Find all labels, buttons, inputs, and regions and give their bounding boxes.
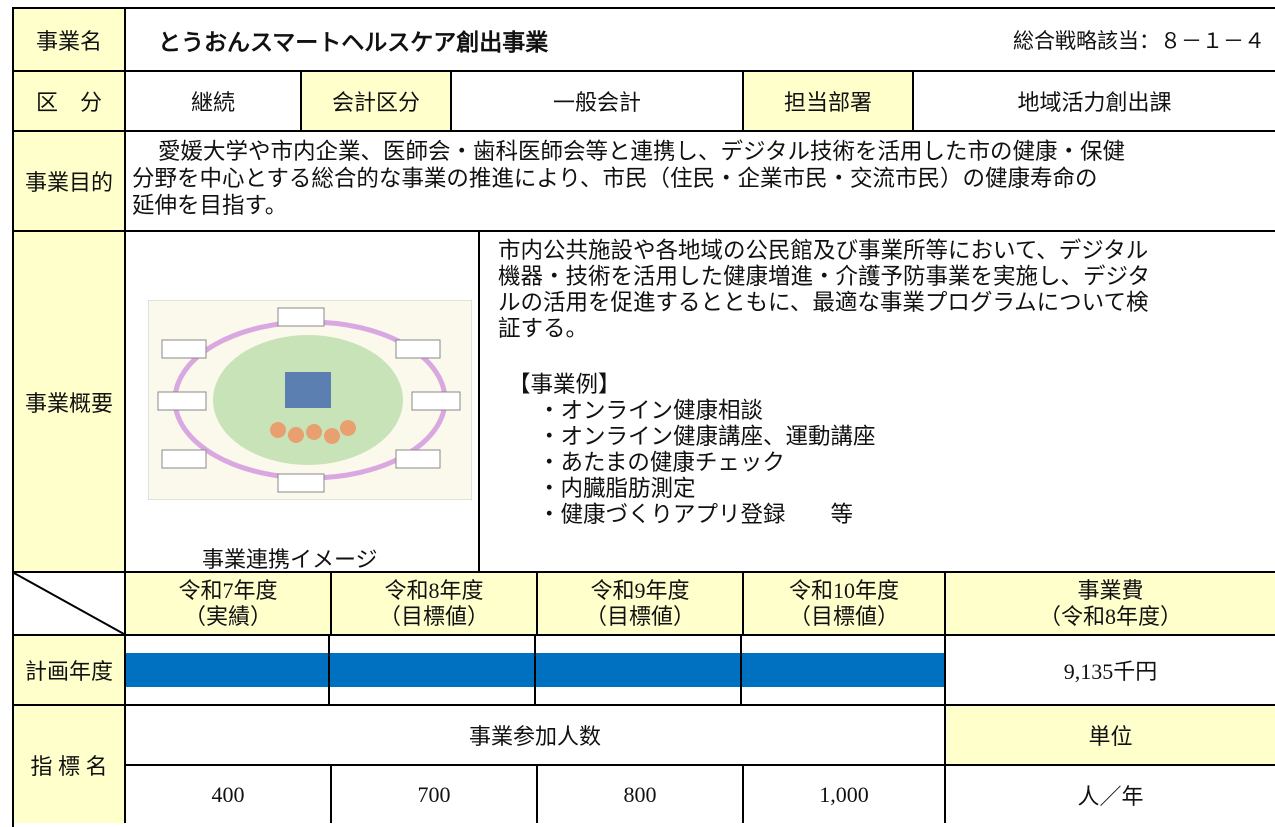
label: 計画年度 bbox=[24, 659, 113, 684]
label-cell: 事業目的 bbox=[14, 132, 126, 232]
divider bbox=[944, 636, 946, 704]
value-cell: 700 bbox=[332, 766, 538, 823]
year: 令和9年度 bbox=[590, 577, 690, 603]
plan-row bbox=[126, 636, 946, 706]
value-cell: 1,000 bbox=[744, 766, 946, 823]
example: ・オンライン健康相談 bbox=[538, 398, 764, 423]
year-header-cell: 令和9年度 （目標値） bbox=[538, 573, 744, 636]
text-line: 機器・技術を活用した健康増進・介護予防事業を実施し、デジタ bbox=[498, 264, 1151, 289]
divider bbox=[328, 636, 330, 704]
value: 700 bbox=[417, 781, 451, 807]
label: 事業概要 bbox=[24, 390, 113, 416]
label: 事業名 bbox=[35, 28, 102, 54]
example: ・オンライン健康講座、運動講座 bbox=[538, 424, 876, 449]
example: ・健康づくりアプリ登録 等 bbox=[538, 502, 854, 527]
people bbox=[270, 420, 356, 444]
collaboration-image bbox=[148, 300, 472, 500]
text-line: 延伸を目指す。 bbox=[132, 193, 288, 218]
value: 地域活力創出課 bbox=[1017, 90, 1172, 115]
unit: 人／年 bbox=[1077, 783, 1144, 809]
sheet bbox=[12, 7, 1275, 827]
label-cell: 担当部署 bbox=[744, 72, 914, 132]
year-kind: （実績） bbox=[183, 603, 272, 629]
diagonal bbox=[14, 573, 124, 634]
year-header-cell: 令和10年度 （目標値） bbox=[744, 573, 946, 636]
year: 令和7年度 bbox=[178, 577, 278, 603]
building bbox=[285, 372, 331, 408]
cell: 一般会計 bbox=[452, 72, 744, 132]
example: ・あたまの健康チェック bbox=[538, 450, 785, 475]
label-cell: 区 分 bbox=[14, 72, 126, 132]
label: 担当部署 bbox=[783, 90, 872, 115]
cost-header-cell: 事業費 （令和8年度） bbox=[946, 573, 1275, 636]
label-cell: 事業概要 bbox=[14, 232, 126, 573]
cost-year: （令和8年度） bbox=[1038, 603, 1182, 629]
year: 令和8年度 bbox=[384, 577, 484, 603]
cell: 継続 bbox=[126, 72, 302, 132]
label-cell: 事業名 bbox=[14, 9, 126, 72]
cost: 9,135千円 bbox=[1063, 659, 1158, 684]
plan-bar bbox=[126, 653, 946, 687]
title: とうおんスマートヘルスケア創出事業 bbox=[158, 29, 549, 55]
indicator-name-cell: 事業参加人数 bbox=[126, 706, 946, 766]
label: 会計区分 bbox=[331, 90, 420, 115]
value: 400 bbox=[211, 781, 245, 807]
year-header-cell: 令和8年度 （目標値） bbox=[332, 573, 538, 636]
unit-label: 単位 bbox=[1088, 724, 1133, 749]
text-line: 証する。 bbox=[498, 316, 589, 341]
divider bbox=[740, 636, 742, 704]
year-kind: （目標値） bbox=[788, 603, 899, 629]
label-cell: 計画年度 bbox=[14, 636, 126, 706]
value-cell: 400 bbox=[126, 766, 332, 823]
example: ・内臓脂肪測定 bbox=[538, 476, 696, 501]
image-cell: 事業連携イメージ bbox=[126, 232, 480, 573]
cell: 地域活力創出課 bbox=[914, 72, 1275, 132]
text-line: ルの活用を促進するとともに、最適な事業プログラムについて検 bbox=[498, 290, 1149, 315]
label: 区 分 bbox=[35, 90, 102, 115]
label-cell: 会計区分 bbox=[302, 72, 452, 132]
title-cell: とうおんスマートヘルスケア創出事業 総合戦略該当：８－１－４ bbox=[126, 9, 1275, 72]
indicator-name: 事業参加人数 bbox=[468, 724, 601, 749]
unit-label-cell: 単位 bbox=[946, 706, 1275, 766]
value: 800 bbox=[623, 781, 657, 807]
description-cell: 市内公共施設や各地域の公民館及び事業所等において、デジタル 機器・技術を活用した… bbox=[480, 232, 1275, 573]
cost-cell: 9,135千円 bbox=[946, 636, 1275, 706]
label-cell: 指 標 名 bbox=[14, 706, 126, 823]
value: 1,000 bbox=[819, 781, 869, 807]
text-line: 分野を中心とする総合的な事業の推進により、市民（住民・企業市民・交流市民）の健康… bbox=[132, 166, 1098, 191]
year: 令和10年度 bbox=[788, 577, 899, 603]
text-line: 市内公共施設や各地域の公民館及び事業所等において、デジタル bbox=[498, 238, 1149, 263]
nodes bbox=[157, 307, 461, 493]
year-header-cell: 令和7年度 （実績） bbox=[126, 573, 332, 636]
divider bbox=[534, 636, 536, 704]
value: 一般会計 bbox=[552, 90, 641, 115]
image-caption: 事業連携イメージ bbox=[202, 547, 378, 572]
year-kind: （目標値） bbox=[378, 603, 489, 629]
strategy: 総合戦略該当：８－１－４ bbox=[1013, 28, 1265, 53]
diagonal-cell bbox=[14, 573, 126, 636]
purpose-cell: 愛媛大学や市内企業、医師会・歯科医師会等と連携し、デジタル技術を活用した市の健康… bbox=[126, 132, 1275, 232]
examples-heading: 【事業例】 bbox=[508, 372, 621, 397]
value-cell: 800 bbox=[538, 766, 744, 823]
label: 事業目的 bbox=[24, 170, 113, 195]
year-kind: （目標値） bbox=[584, 603, 695, 629]
cost-header: 事業費 bbox=[1077, 577, 1144, 603]
text-line: 愛媛大学や市内企業、医師会・歯科医師会等と連携し、デジタル技術を活用した市の健康… bbox=[158, 139, 1126, 164]
unit-cell: 人／年 bbox=[946, 766, 1275, 823]
value: 継続 bbox=[190, 90, 235, 115]
label: 指 標 名 bbox=[30, 753, 108, 779]
